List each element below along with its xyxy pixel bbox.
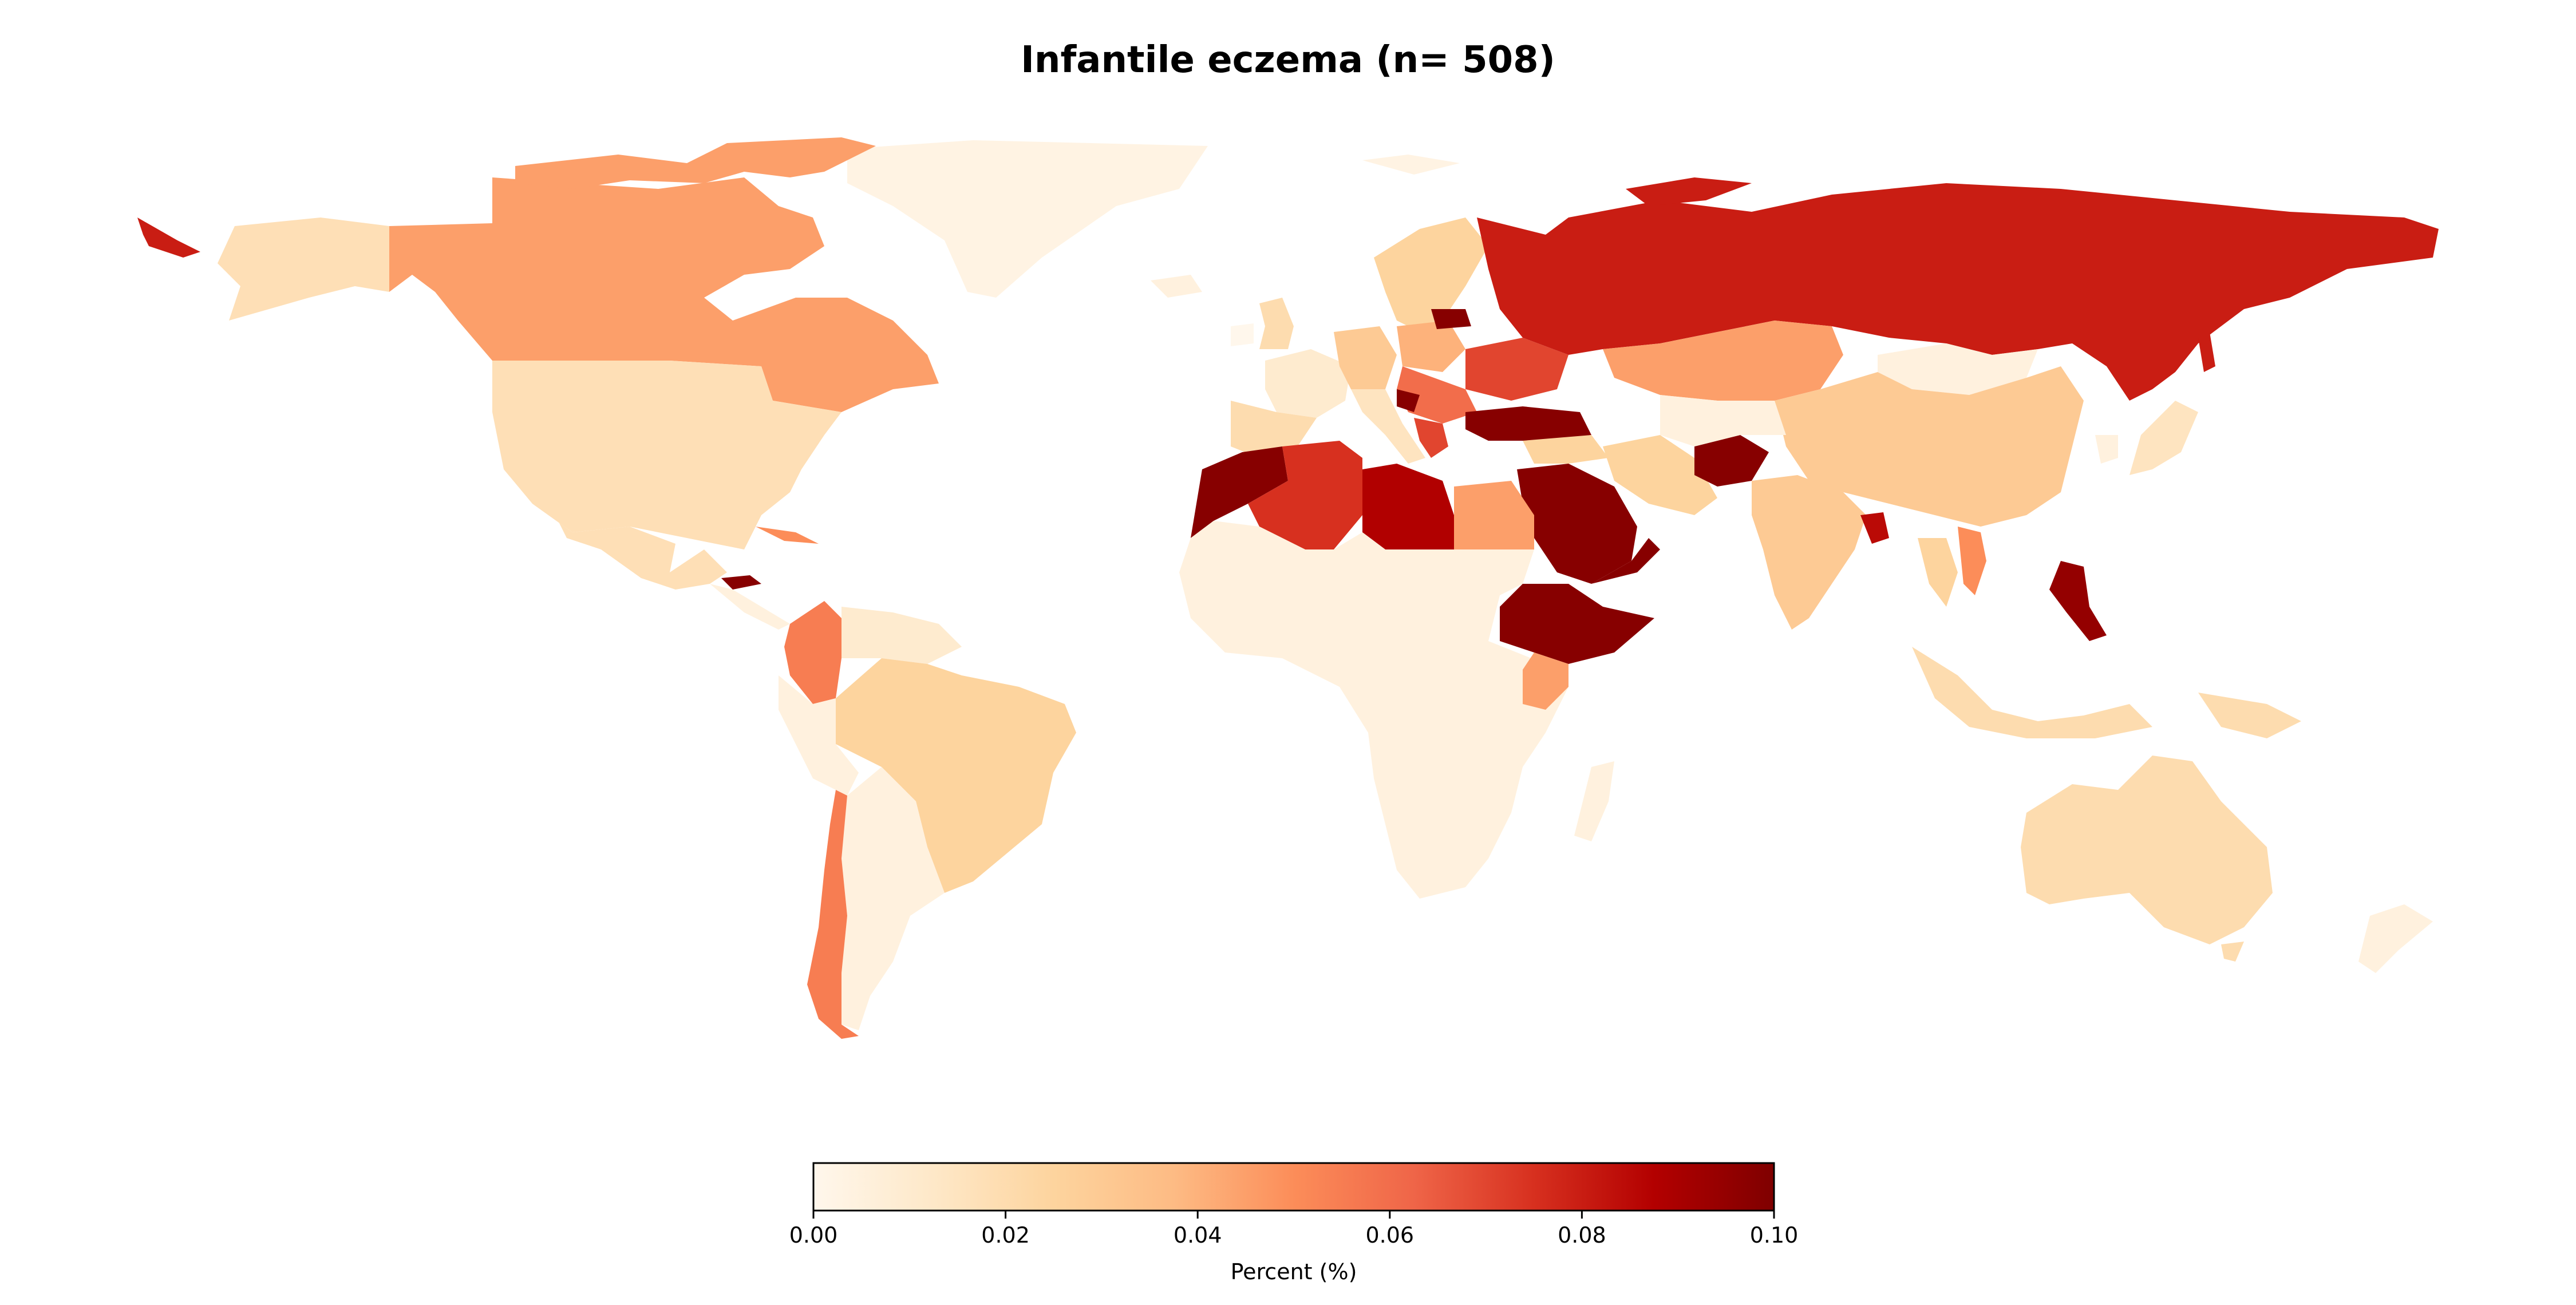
region-honduras bbox=[721, 575, 761, 590]
region-chile bbox=[807, 790, 859, 1039]
region-ireland bbox=[1231, 323, 1254, 346]
region-indonesia bbox=[1912, 647, 2152, 738]
region-ethiopia bbox=[1500, 584, 1654, 664]
map-title: Infantile eczema (n= 508) bbox=[1021, 39, 1555, 81]
region-philippines bbox=[2049, 561, 2107, 641]
region-japan bbox=[2129, 401, 2198, 475]
region-greenland bbox=[847, 140, 1208, 298]
region-germany bbox=[1334, 326, 1397, 389]
region-australia bbox=[2021, 756, 2273, 944]
region-spain bbox=[1231, 401, 1317, 458]
region-korea bbox=[2095, 435, 2118, 464]
region-romania bbox=[1397, 366, 1477, 424]
region-algeria bbox=[1248, 441, 1362, 549]
colorbar-label: Percent (%) bbox=[1231, 1259, 1357, 1284]
region-kenya bbox=[1523, 652, 1568, 710]
colorbar-tick-label: 0.02 bbox=[981, 1223, 1030, 1248]
region-bangladesh bbox=[1860, 512, 1889, 544]
region-iceland bbox=[1151, 275, 1202, 298]
region-scandinavia bbox=[1374, 217, 1488, 332]
region-chukotka bbox=[137, 217, 200, 258]
region-russia bbox=[1477, 183, 2439, 401]
region-united-states bbox=[492, 361, 841, 549]
region-alaska bbox=[218, 217, 389, 321]
region-turkey bbox=[1465, 406, 1591, 441]
region-russia-islands bbox=[1626, 177, 1752, 206]
region-iran bbox=[1603, 435, 1717, 515]
region-saudi-arabia bbox=[1517, 464, 1637, 584]
region-libya bbox=[1362, 464, 1454, 549]
region-svalbard bbox=[1362, 155, 1460, 175]
region-italy bbox=[1351, 389, 1425, 464]
region-madagascar bbox=[1574, 761, 1614, 841]
region-venezuela bbox=[841, 607, 962, 664]
region-kazakhstan bbox=[1603, 321, 1843, 401]
colorbar-ticks: 0.00 0.02 0.04 0.06 0.08 0.10 bbox=[789, 1211, 1799, 1248]
region-canada bbox=[389, 177, 939, 412]
region-cuba bbox=[756, 527, 819, 544]
colorbar-gradient bbox=[812, 1162, 1775, 1212]
world-map bbox=[137, 137, 2439, 1039]
region-afghanistan bbox=[1694, 435, 1769, 487]
region-central-asia bbox=[1660, 395, 1786, 446]
region-india bbox=[1752, 475, 1866, 630]
region-morocco bbox=[1191, 446, 1288, 538]
region-ukraine bbox=[1465, 338, 1568, 401]
region-greece bbox=[1414, 418, 1448, 458]
region-poland bbox=[1397, 321, 1465, 372]
region-central-america bbox=[710, 584, 790, 630]
region-united-kingdom bbox=[1259, 298, 1294, 349]
region-peru bbox=[779, 675, 859, 796]
colorbar-tick-label: 0.08 bbox=[1558, 1223, 1606, 1248]
region-yemen-oman bbox=[1591, 538, 1660, 584]
colorbar-tick-label: 0.06 bbox=[1365, 1223, 1414, 1248]
region-china bbox=[1775, 366, 2084, 527]
region-argentina bbox=[841, 767, 945, 1030]
region-new-guinea bbox=[2198, 693, 2301, 738]
region-africa-other bbox=[1179, 521, 1568, 899]
colorbar-tick-label: 0.00 bbox=[789, 1223, 838, 1248]
region-mexico bbox=[532, 504, 727, 590]
region-colombia bbox=[784, 601, 841, 704]
region-iraq-levant bbox=[1523, 435, 1609, 464]
region-canada-islands bbox=[515, 137, 876, 189]
region-france bbox=[1265, 349, 1351, 418]
region-egypt bbox=[1454, 481, 1534, 549]
region-mongolia bbox=[1878, 343, 2038, 395]
region-tasmania bbox=[2221, 942, 2244, 962]
colorbar-tick-label: 0.04 bbox=[1174, 1223, 1222, 1248]
region-brazil bbox=[836, 658, 1076, 893]
region-thailand bbox=[1918, 538, 1958, 607]
colorbar-tick-label: 0.10 bbox=[1750, 1223, 1799, 1248]
region-belarus bbox=[1431, 309, 1471, 329]
region-sakhalin bbox=[2198, 332, 2215, 372]
region-new-zealand bbox=[2358, 904, 2433, 973]
region-vietnam bbox=[1958, 527, 1986, 595]
region-balkans bbox=[1397, 389, 1420, 412]
